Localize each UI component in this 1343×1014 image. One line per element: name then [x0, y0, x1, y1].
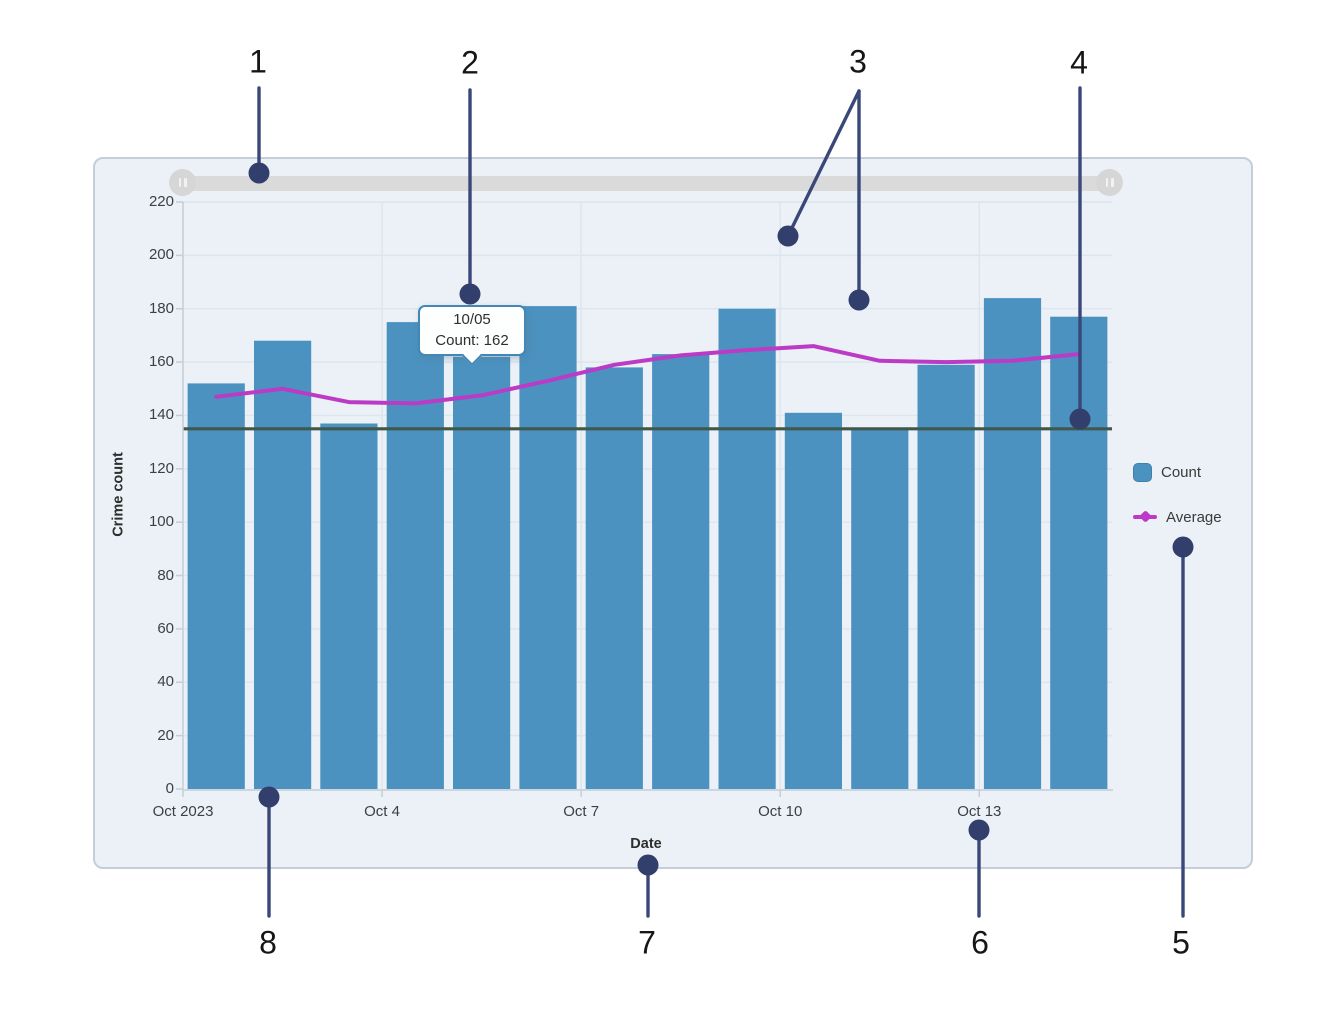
x-tick-label: Oct 13: [957, 803, 1002, 820]
bar-oct-7[interactable]: [585, 367, 643, 789]
y-tick-label: 200: [148, 246, 174, 264]
y-tick-label: 20: [157, 726, 174, 744]
data-tooltip: 10/05 Count: 162: [418, 305, 526, 356]
y-tick-label: 40: [157, 673, 174, 691]
y-tick-label: 180: [148, 299, 174, 317]
bar-oct-8[interactable]: [652, 354, 710, 789]
bar-oct-10[interactable]: [784, 412, 842, 789]
grip-icon: [178, 178, 187, 187]
x-tick-label: Oct 7: [563, 803, 600, 820]
x-tick-label: Oct 4: [364, 803, 400, 820]
x-tick-label: Oct 10: [758, 803, 803, 820]
callout-number-6: 6: [971, 924, 989, 961]
callout-number-8: 8: [259, 924, 277, 961]
callout-number-1: 1: [249, 43, 267, 80]
callout-number-5: 5: [1172, 924, 1190, 961]
y-tick-label: 60: [157, 619, 174, 637]
callout-dot-axis-label: [968, 819, 990, 841]
bar-oct-1[interactable]: [187, 383, 245, 789]
bar-oct-3[interactable]: [320, 423, 378, 790]
bar-oct-11[interactable]: [851, 428, 909, 789]
y-tick-label: 100: [148, 513, 174, 531]
y-tick-label: 220: [148, 193, 174, 210]
callout-dot-guide: [1069, 408, 1091, 430]
line-diamond-icon: [1133, 510, 1157, 523]
bar-oct-13[interactable]: [983, 298, 1042, 789]
callout-number-3: 3: [849, 43, 867, 80]
bar-oct-2[interactable]: [254, 340, 312, 789]
callout-dot-legend: [1172, 536, 1194, 558]
legend-item-count[interactable]: Count: [1133, 458, 1222, 486]
legend-item-average[interactable]: Average: [1133, 503, 1222, 531]
callout-dot-scrollbar: [248, 162, 270, 184]
callout-dot-plot-area: [848, 289, 870, 311]
callout-number-4: 4: [1070, 44, 1088, 81]
bar-swatch-icon: [1133, 462, 1152, 482]
average-line[interactable]: [214, 344, 1081, 406]
callout-dot-tooltip: [459, 283, 481, 305]
y-tick-label: 140: [148, 406, 174, 424]
callout-dot-axis: [258, 786, 280, 808]
tooltip-value: Count: 162: [435, 332, 509, 349]
x-axis-title: Date: [630, 836, 662, 852]
callout-dot-plot-area: [777, 225, 799, 247]
y-tick-label: 80: [157, 566, 174, 584]
callout-number-7: 7: [638, 924, 656, 961]
y-tick-label: 160: [148, 353, 174, 371]
bar-oct-12[interactable]: [917, 364, 975, 789]
bar-oct-9[interactable]: [718, 308, 776, 789]
callout-number-2: 2: [461, 44, 479, 81]
grip-icon: [1105, 178, 1114, 187]
scrollbar-right-handle[interactable]: [1096, 169, 1123, 196]
legend: Count Average: [1133, 458, 1222, 548]
y-tick-label: 120: [148, 459, 174, 477]
legend-label-average: Average: [1166, 508, 1222, 526]
chart-scrollbar-track[interactable]: [170, 176, 1122, 191]
callout-dot-axis-title: [637, 854, 659, 876]
scrollbar-left-handle[interactable]: [169, 169, 196, 196]
x-tick-label: Oct 2023: [152, 803, 214, 820]
callout-line-3: [786, 89, 861, 238]
y-tick-label: 0: [165, 780, 174, 797]
tooltip-date: 10/05: [453, 311, 491, 328]
legend-label-count: Count: [1161, 463, 1202, 481]
